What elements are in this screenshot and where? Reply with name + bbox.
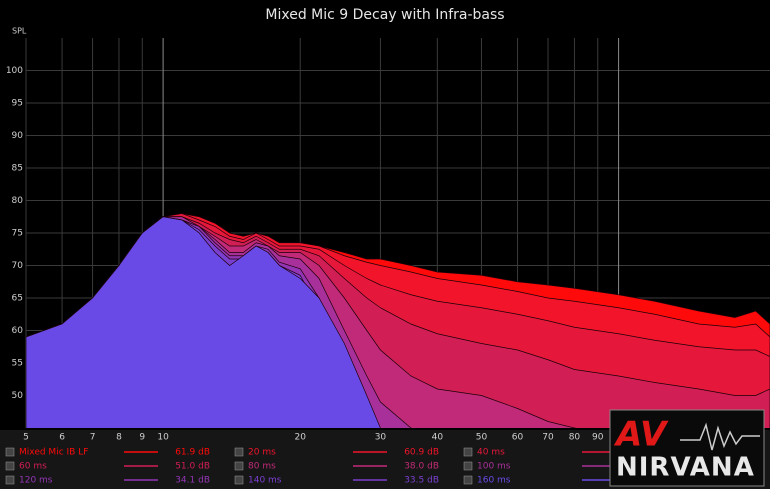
legend-label: 160 ms xyxy=(477,476,511,486)
x-tick-label: 30 xyxy=(375,433,387,443)
legend-checkbox xyxy=(234,461,244,471)
y-tick-label: 90 xyxy=(12,131,24,141)
legend-checkbox xyxy=(463,461,473,471)
logo-top: AV xyxy=(613,415,669,455)
logo-wave xyxy=(680,422,760,451)
y-axis-label: SPL xyxy=(12,27,27,36)
y-tick-label: 65 xyxy=(12,294,23,304)
y-tick-label: 95 xyxy=(12,99,23,109)
legend-readout: 51.0 dB xyxy=(175,462,210,472)
x-tick-label: 90 xyxy=(592,433,604,443)
legend-checkbox xyxy=(5,461,15,471)
y-tick-label: 85 xyxy=(12,164,23,174)
legend-label: 60 ms xyxy=(19,462,47,472)
y-tick-label: 100 xyxy=(6,66,23,76)
legend-checkbox xyxy=(234,447,244,457)
y-tick-label: 60 xyxy=(12,326,24,336)
legend-label: 40 ms xyxy=(477,448,505,458)
x-tick-label: 6 xyxy=(59,433,65,443)
x-tick-label: 8 xyxy=(116,433,122,443)
x-tick-label: 60 xyxy=(512,433,524,443)
y-tick-label: 50 xyxy=(12,391,24,401)
x-tick-label: 40 xyxy=(432,433,444,443)
y-tick-label: 70 xyxy=(12,261,24,271)
y-tick-label: 80 xyxy=(12,196,24,206)
logo-box xyxy=(609,409,765,487)
legend-readout: 60.9 dB xyxy=(404,448,439,458)
legend-readout: 61.9 dB xyxy=(175,448,210,458)
legend-label: 100 ms xyxy=(477,462,511,472)
legend-checkbox xyxy=(5,475,15,485)
logo: AV NIRVANA xyxy=(609,409,765,487)
legend-checkbox xyxy=(463,475,473,485)
legend-label: 140 ms xyxy=(248,476,282,486)
legend-checkbox xyxy=(234,475,244,485)
x-tick-label: 70 xyxy=(542,433,554,443)
x-tick-label: 7 xyxy=(90,433,96,443)
legend-readout: 33.5 dB xyxy=(404,476,439,486)
y-tick-label: 55 xyxy=(12,359,23,369)
x-tick-label: 9 xyxy=(139,433,145,443)
decay-area xyxy=(26,216,381,428)
legend-checkbox xyxy=(463,447,473,457)
legend-readout: 38.0 dB xyxy=(404,462,439,472)
legend-label: 80 ms xyxy=(248,462,276,472)
x-tick-label: 80 xyxy=(569,433,581,443)
logo-bottom: NIRVANA xyxy=(616,453,755,483)
legend-readout: 34.1 dB xyxy=(175,476,210,486)
x-tick-label: 5 xyxy=(23,433,29,443)
x-tick-label: 10 xyxy=(157,433,169,443)
legend-checkbox xyxy=(5,447,15,457)
y-tick-label: 75 xyxy=(12,229,23,239)
x-tick-label: 20 xyxy=(294,433,306,443)
x-tick-label: 50 xyxy=(476,433,488,443)
legend-label: Mixed Mic IB LF xyxy=(19,448,88,458)
legend-label: 120 ms xyxy=(19,476,53,486)
chart-title: Mixed Mic 9 Decay with Infra-bass xyxy=(265,7,504,23)
legend-label: 20 ms xyxy=(248,448,276,458)
